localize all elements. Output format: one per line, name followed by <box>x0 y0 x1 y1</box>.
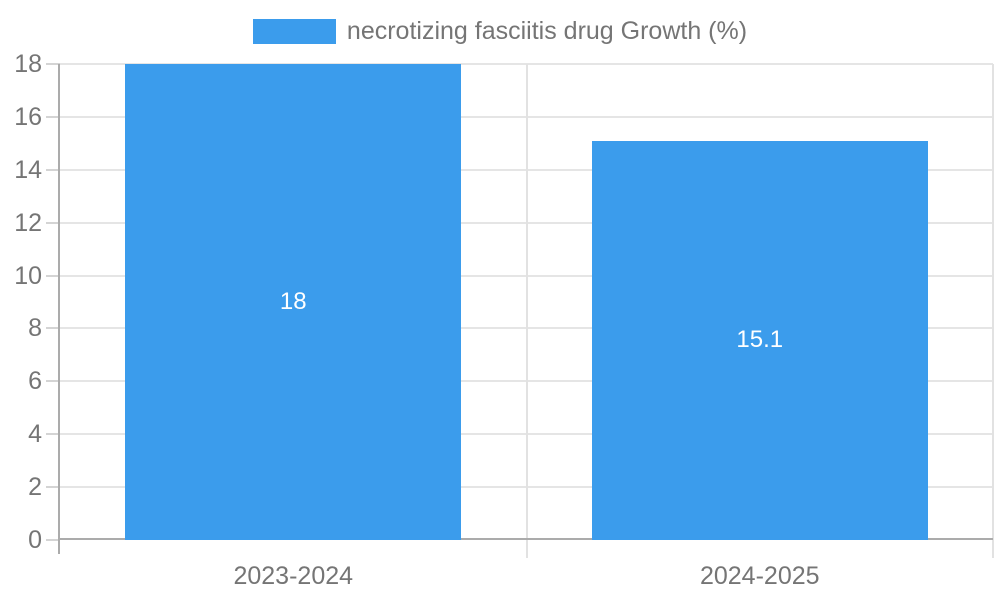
legend-swatch <box>252 19 336 44</box>
plot-area: 0 2 4 6 8 10 12 14 16 18 18 15.1 2023-2024 2024-2025 <box>14 50 994 590</box>
legend-item[interactable]: necrotizing fasciitis drug Growth (%) <box>252 17 748 46</box>
y-axis-tick-label: 12 <box>14 208 42 237</box>
y-axis-tick-label: 0 <box>28 526 42 554</box>
y-tick-mark <box>46 168 60 171</box>
y-axis-tick-label: 10 <box>14 261 42 290</box>
y-axis-tick-label: 18 <box>14 50 42 78</box>
x-axis-tick-label: 2023-2024 <box>233 562 354 590</box>
y-axis-tick-label: 14 <box>14 155 42 184</box>
y-tick-mark <box>46 221 60 224</box>
y-tick-mark <box>46 380 60 383</box>
y-tick-mark <box>46 63 60 65</box>
x-axis-line <box>60 538 993 540</box>
bar-value-label: 15.1 <box>736 326 784 354</box>
legend-label: necrotizing fasciitis drug Growth (%) <box>346 17 748 45</box>
bar: 15.1 <box>591 140 928 540</box>
y-axis-tick-label: 6 <box>28 367 42 396</box>
y-axis-tick-label: 8 <box>28 314 42 343</box>
y-tick-mark <box>46 539 60 541</box>
y-tick-mark <box>46 327 60 330</box>
x-axis-tick-label: 2024-2025 <box>699 562 820 590</box>
y-tick-mark <box>46 433 60 436</box>
gridline-x <box>992 64 994 558</box>
bar: 18 <box>125 64 462 540</box>
y-axis-tick-label: 4 <box>28 420 42 449</box>
y-tick-mark <box>46 274 60 277</box>
gridline-x <box>525 64 528 558</box>
legend: necrotizing fasciitis drug Growth (%) <box>0 17 1000 46</box>
y-tick-mark <box>46 486 60 489</box>
bar-value-label: 18 <box>279 288 307 315</box>
y-axis-tick-label: 2 <box>28 473 42 502</box>
y-axis-line <box>58 64 60 554</box>
y-axis-tick-label: 16 <box>14 102 42 131</box>
y-tick-mark <box>46 115 60 118</box>
